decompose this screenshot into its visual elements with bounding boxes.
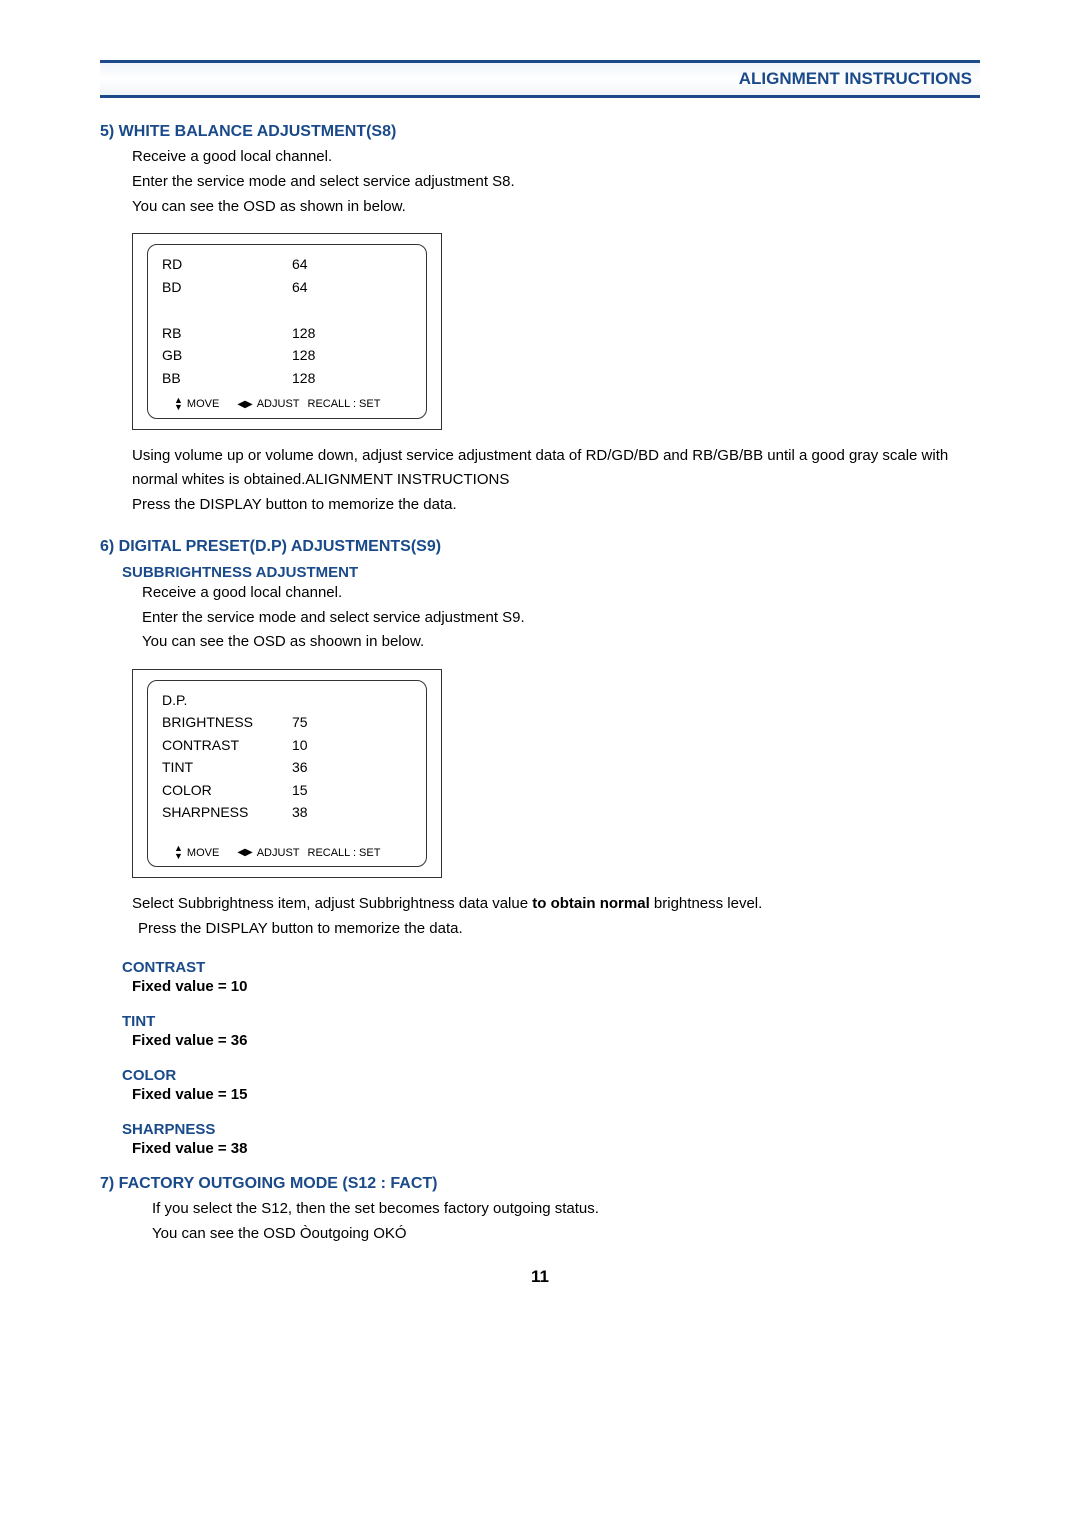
osd-gap: [162, 823, 412, 837]
section7-line1: If you select the S12, then the set beco…: [152, 1197, 980, 1222]
osd-footer-recall: RECALL : SET: [308, 847, 381, 859]
section5-after2: Press the DISPLAY button to memorize the…: [132, 493, 980, 518]
osd-value: 10: [292, 734, 412, 756]
osd-label: TINT: [162, 756, 292, 778]
osd-row-dp: D.P.: [162, 689, 412, 711]
osd-row-bd: BD 64: [162, 276, 412, 298]
color-value: Fixed value = 15: [132, 1086, 980, 1103]
osd-box-s9: D.P. BRIGHTNESS 75 CONTRAST 10 TINT 36 C…: [132, 669, 442, 878]
osd-row-gb: GB 128: [162, 344, 412, 366]
osd-footer: ▲▼ MOVE ◀▶ ADJUST RECALL : SET: [162, 395, 412, 411]
sharpness-title: SHARPNESS: [122, 1121, 980, 1138]
osd-inner-s8: RD 64 BD 64 RB 128 GB 128 BB 128 ▲▼: [147, 244, 427, 418]
header-title: ALIGNMENT INSTRUCTIONS: [100, 69, 980, 89]
section6-after1c: brightness level.: [650, 895, 763, 912]
osd-label: D.P.: [162, 689, 292, 711]
section6-line3: You can see the OSD as shoown in below.: [142, 630, 980, 655]
osd-value: 128: [292, 367, 412, 389]
osd-value: 128: [292, 322, 412, 344]
section5-title: 5) WHITE BALANCE ADJUSTMENT(S8): [100, 123, 980, 141]
section6-subtitle: SUBBRIGHTNESS ADJUSTMENT: [122, 564, 980, 581]
osd-footer-move: MOVE: [187, 398, 219, 410]
osd-row-bb: BB 128: [162, 367, 412, 389]
osd-box-s8: RD 64 BD 64 RB 128 GB 128 BB 128 ▲▼: [132, 233, 442, 429]
section5-line1: Receive a good local channel.: [132, 145, 980, 170]
osd-label: BB: [162, 367, 292, 389]
section6-line1: Receive a good local channel.: [142, 581, 980, 606]
section6-after1a: Select Subbrightness item, adjust Subbri…: [132, 895, 532, 912]
updown-arrow-icon: ▲▼: [174, 845, 183, 859]
osd-footer-adjust: ADJUST: [257, 398, 300, 410]
osd-value: 75: [292, 711, 412, 733]
osd-label: COLOR: [162, 779, 292, 801]
osd-row-brightness: BRIGHTNESS 75: [162, 711, 412, 733]
tint-value: Fixed value = 36: [132, 1032, 980, 1049]
osd-value: 36: [292, 756, 412, 778]
osd-label: SHARPNESS: [162, 801, 292, 823]
contrast-value: Fixed value = 10: [132, 978, 980, 995]
osd-value: 128: [292, 344, 412, 366]
updown-arrow-icon: ▲▼: [174, 397, 183, 411]
osd-label: BRIGHTNESS: [162, 711, 292, 733]
sharpness-value: Fixed value = 38: [132, 1140, 980, 1157]
osd-row-tint: TINT 36: [162, 756, 412, 778]
section5-line3: You can see the OSD as shown in below.: [132, 195, 980, 220]
leftright-arrow-icon: ◀▶: [237, 399, 252, 410]
color-title: COLOR: [122, 1067, 980, 1084]
section5-after1: Using volume up or volume down, adjust s…: [132, 444, 980, 494]
osd-label: RB: [162, 322, 292, 344]
tint-title: TINT: [122, 1013, 980, 1030]
osd-footer-move: MOVE: [187, 847, 219, 859]
section6-after2: Press the DISPLAY button to memorize the…: [138, 917, 980, 942]
section7-line2: You can see the OSD Òoutgoing OKÓ: [152, 1222, 980, 1247]
section6-line2: Enter the service mode and select servic…: [142, 606, 980, 631]
header-bar: ALIGNMENT INSTRUCTIONS: [100, 60, 980, 98]
osd-value: 15: [292, 779, 412, 801]
osd-footer-adjust: ADJUST: [257, 847, 300, 859]
section6-after1b: to obtain normal: [532, 895, 650, 912]
osd-inner-s9: D.P. BRIGHTNESS 75 CONTRAST 10 TINT 36 C…: [147, 680, 427, 867]
osd-value: 38: [292, 801, 412, 823]
osd-label: RD: [162, 253, 292, 275]
osd-value: 64: [292, 276, 412, 298]
contrast-title: CONTRAST: [122, 959, 980, 976]
osd-row-sharpness: SHARPNESS 38: [162, 801, 412, 823]
osd-row-rb: RB 128: [162, 322, 412, 344]
osd-footer-recall: RECALL : SET: [308, 398, 381, 410]
osd-footer: ▲▼ MOVE ◀▶ ADJUST RECALL : SET: [162, 843, 412, 859]
osd-label: CONTRAST: [162, 734, 292, 756]
osd-row-contrast: CONTRAST 10: [162, 734, 412, 756]
osd-gap: [162, 298, 412, 322]
osd-value: 64: [292, 253, 412, 275]
leftright-arrow-icon: ◀▶: [237, 847, 252, 858]
section6-title: 6) DIGITAL PRESET(D.P) ADJUSTMENTS(S9): [100, 538, 980, 556]
osd-row-color: COLOR 15: [162, 779, 412, 801]
osd-label: GB: [162, 344, 292, 366]
section6-after1: Select Subbrightness item, adjust Subbri…: [132, 892, 980, 917]
section7-title: 7) FACTORY OUTGOING MODE (S12 : FACT): [100, 1175, 980, 1193]
page-number: 11: [100, 1267, 980, 1287]
osd-row-rd: RD 64: [162, 253, 412, 275]
section5-line2: Enter the service mode and select servic…: [132, 170, 980, 195]
osd-label: BD: [162, 276, 292, 298]
